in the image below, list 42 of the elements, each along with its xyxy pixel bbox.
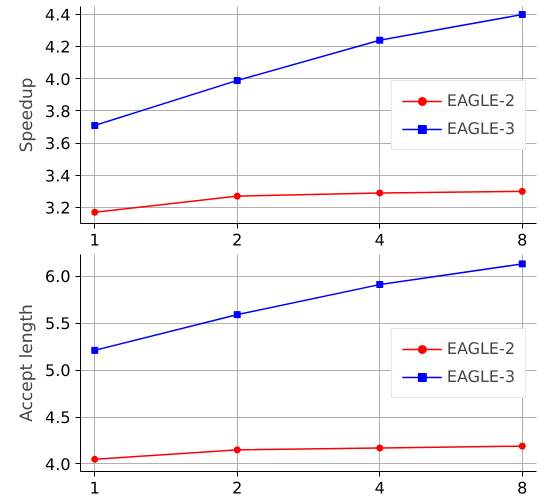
point <box>91 122 98 129</box>
point <box>518 188 526 195</box>
y-tick-label: 4.0 <box>45 454 71 474</box>
y-tick-label: 5.5 <box>45 314 71 334</box>
y-tick-label: 3.8 <box>45 102 71 121</box>
point <box>376 189 384 196</box>
point <box>234 446 241 454</box>
y-tick-label: 4.5 <box>45 408 71 428</box>
y-tick-label: 3.2 <box>45 198 71 218</box>
y-axis-title: Speedup <box>17 78 38 152</box>
legend-label: EAGLE-3 <box>446 367 515 386</box>
x-tick-label: 8 <box>517 478 528 497</box>
x-tick-label: 4 <box>374 230 385 250</box>
y-tick-label: 5.0 <box>45 361 71 380</box>
x-tick-label: 1 <box>90 230 100 250</box>
y-tick-label: 4.4 <box>45 6 71 25</box>
point <box>234 311 241 318</box>
y-tick-label: 3.6 <box>45 134 71 154</box>
point <box>91 208 98 216</box>
point <box>91 456 98 463</box>
point <box>518 442 526 450</box>
point <box>518 260 526 268</box>
x-tick-label: 2 <box>232 230 242 250</box>
point <box>376 281 384 288</box>
point <box>518 11 526 18</box>
point <box>91 346 98 354</box>
point <box>234 76 241 84</box>
y-tick-label: 4.0 <box>45 70 71 89</box>
y-tick-label: 4.2 <box>45 38 71 57</box>
legend-label: EAGLE-2 <box>446 91 515 110</box>
x-tick-label: 4 <box>374 478 385 497</box>
point <box>234 192 241 200</box>
y-tick-label: 6.0 <box>45 267 71 286</box>
y-axis-title: Accept length <box>17 304 38 422</box>
x-tick-label: 2 <box>232 478 242 497</box>
legend-label: EAGLE-3 <box>446 119 515 138</box>
y-tick-label: 3.4 <box>45 166 71 186</box>
point <box>376 444 384 452</box>
legend-label: EAGLE-2 <box>446 339 515 358</box>
point <box>376 36 384 44</box>
x-tick-label: 1 <box>90 478 100 497</box>
x-tick-label: 8 <box>517 230 528 250</box>
